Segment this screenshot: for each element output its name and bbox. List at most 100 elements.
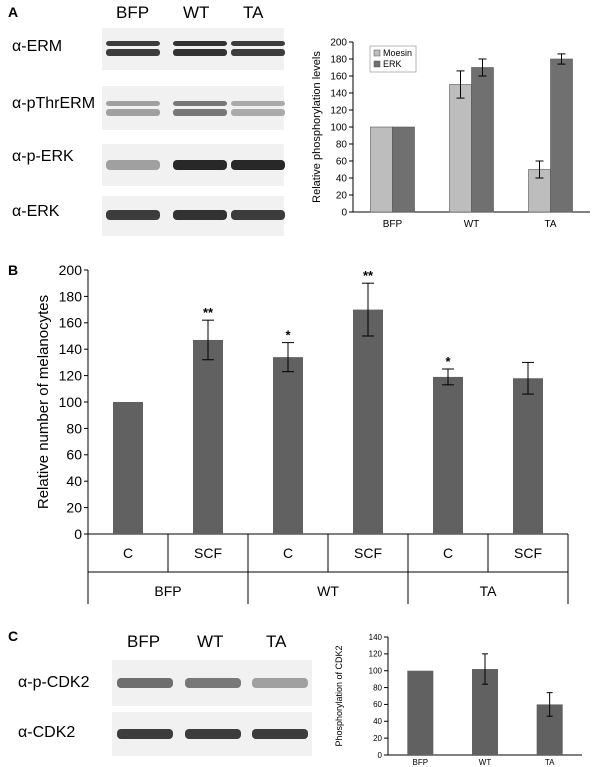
y-tick-label: 0 — [74, 526, 82, 542]
y-tick-label: 200 — [330, 38, 347, 49]
y-tick-label: 100 — [59, 394, 83, 410]
x-tick-label: SCF — [194, 545, 222, 561]
y-tick-label: 20 — [336, 191, 348, 202]
blot-c-row-label: α-p-CDK2 — [18, 674, 90, 691]
x-tick-label: WT — [479, 758, 492, 767]
blot-band — [106, 41, 160, 46]
y-tick-label: 80 — [336, 140, 348, 151]
panel-c-letter: C — [8, 628, 19, 644]
y-tick-label: 140 — [330, 89, 347, 100]
y-tick-label: 140 — [59, 341, 83, 357]
blot-c-row-label: α-CDK2 — [18, 724, 76, 741]
x-tick-label: TA — [545, 758, 555, 767]
y-tick-label: 80 — [373, 683, 382, 692]
y-tick-label: 120 — [59, 368, 83, 384]
y-tick-label: 160 — [59, 315, 83, 331]
blot-band — [106, 101, 160, 106]
x-tick-label: SCF — [514, 545, 542, 561]
blot-band — [173, 49, 227, 56]
y-tick-label: 60 — [373, 700, 382, 709]
bar — [353, 309, 383, 534]
x-tick-label: C — [443, 545, 453, 561]
y-tick-label: 60 — [66, 447, 82, 463]
blot-band — [173, 210, 227, 220]
blot-band — [173, 109, 227, 116]
blot-a-row-label: α-ERK — [12, 203, 60, 220]
x-tick-label: TA — [544, 219, 556, 230]
y-tick-label: 40 — [66, 473, 82, 489]
blot-band — [106, 210, 160, 220]
y-tick-label: 180 — [59, 288, 83, 304]
blot-c-lane-header: BFP — [127, 632, 161, 651]
bar — [370, 126, 393, 213]
legend-swatch — [373, 49, 381, 57]
blot-band — [231, 101, 285, 106]
significance-marker: * — [445, 354, 451, 369]
blot-a-row-label: α-p-ERK — [12, 148, 74, 165]
significance-marker: * — [285, 328, 291, 343]
significance-marker: ** — [363, 268, 374, 283]
y-tick-label: 100 — [369, 667, 383, 676]
blot-a-lane-header: BFP — [116, 3, 150, 22]
x-group-label: BFP — [154, 583, 181, 599]
y-tick-label: 40 — [336, 174, 348, 185]
bar — [407, 670, 434, 755]
x-tick-label: SCF — [354, 545, 382, 561]
blot-band — [173, 101, 227, 106]
blot-band — [173, 160, 227, 170]
blot-a-lane-header: WT — [183, 3, 210, 22]
blot-band — [117, 678, 173, 688]
x-tick-label: WT — [464, 219, 480, 230]
y-axis-title: Relative number of melanocytes — [35, 295, 52, 509]
y-axis-title: Phosphorylation of CDK2 — [334, 645, 344, 746]
blot-band — [106, 160, 160, 170]
y-tick-label: 180 — [330, 55, 347, 66]
panel-b-letter: B — [8, 262, 19, 278]
x-tick-label: C — [283, 545, 293, 561]
blot-band — [252, 678, 308, 688]
bar — [513, 378, 543, 534]
blot-a-lane-header: TA — [243, 3, 264, 22]
blot-strip — [102, 86, 284, 130]
bar — [433, 376, 463, 534]
legend-swatch — [373, 60, 381, 68]
y-tick-label: 20 — [373, 734, 382, 743]
legend-label: ERK — [383, 59, 402, 69]
legend-label: Moesin — [383, 48, 412, 58]
panel-a-letter: A — [8, 4, 19, 20]
blot-a-row-label: α-ERM — [12, 38, 63, 55]
y-tick-label: 120 — [330, 106, 347, 117]
y-tick-label: 0 — [378, 751, 383, 760]
blot-band — [231, 49, 285, 56]
y-tick-label: 0 — [341, 208, 347, 219]
y-tick-label: 60 — [336, 157, 348, 168]
y-tick-label: 140 — [369, 633, 383, 642]
blot-band — [106, 49, 160, 56]
x-group-label: WT — [317, 583, 339, 599]
x-tick-label: BFP — [383, 219, 403, 230]
y-axis-title: Relative phosphorylation levels — [311, 51, 323, 203]
y-tick-label: 20 — [66, 500, 82, 516]
blot-band — [106, 109, 160, 116]
blot-band — [252, 729, 308, 739]
significance-marker: ** — [203, 305, 214, 320]
blot-band — [185, 678, 241, 688]
x-group-label: TA — [480, 583, 498, 599]
blot-c-lane-header: TA — [266, 632, 287, 651]
blot-c-lane-header: WT — [197, 632, 224, 651]
bar — [449, 84, 472, 213]
blot-band — [185, 729, 241, 739]
blot-band — [117, 729, 173, 739]
y-tick-label: 40 — [373, 717, 382, 726]
blot-band — [231, 109, 285, 116]
blot-band — [173, 41, 227, 46]
bar — [273, 357, 303, 534]
x-tick-label: C — [123, 545, 133, 561]
y-tick-label: 100 — [330, 123, 347, 134]
x-tick-label: BFP — [413, 758, 429, 767]
y-tick-label: 120 — [369, 650, 383, 659]
y-tick-label: 80 — [66, 420, 82, 436]
bar — [113, 402, 143, 534]
bar — [550, 58, 573, 213]
blot-a-row-label: α-pThrERM — [12, 95, 96, 112]
